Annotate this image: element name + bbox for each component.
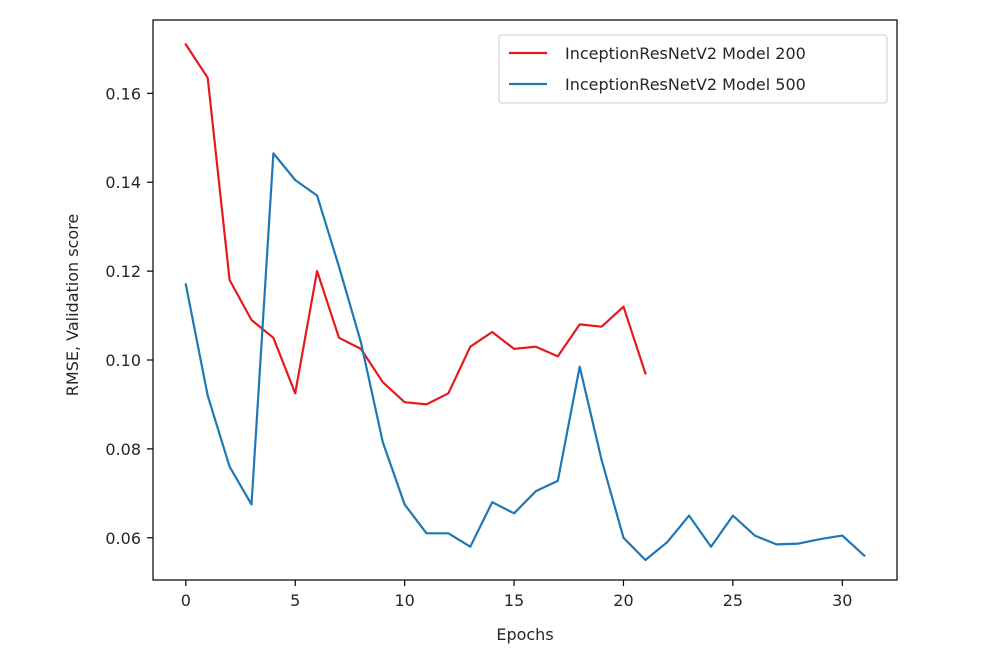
plot-area: [184, 42, 866, 562]
y-axis-label: RMSE, Validation score: [63, 214, 82, 396]
legend-label-1: InceptionResNetV2 Model 200: [565, 44, 806, 63]
y-tick-label: 0.14: [105, 173, 141, 192]
y-tick-label: 0.12: [105, 262, 141, 281]
x-tick-label: 20: [613, 591, 633, 610]
y-tick-label: 0.16: [105, 84, 141, 103]
legend: InceptionResNetV2 Model 200 InceptionResN…: [498, 34, 888, 104]
y-tick-label: 0.06: [105, 529, 141, 548]
y-tick-label: 0.08: [105, 440, 141, 459]
x-tick-label: 10: [394, 591, 414, 610]
x-axis-label: Epochs: [496, 625, 553, 644]
x-tick-label: 5: [290, 591, 300, 610]
y-tick-label: 0.10: [105, 351, 141, 370]
x-tick-label: 25: [723, 591, 743, 610]
x-tick-label: 30: [832, 591, 852, 610]
legend-box: [498, 34, 888, 104]
x-tick-label: 0: [181, 591, 191, 610]
x-tick-label: 15: [504, 591, 524, 610]
axes: 0 5 10 15 20 25 30 0.06 0.08 0.10 0.12 0.14 0.16: [105, 19, 898, 610]
axes-frame: [152, 19, 898, 581]
legend-label-2: InceptionResNetV2 Model 500: [565, 75, 806, 94]
series-line-2: [184, 152, 866, 562]
